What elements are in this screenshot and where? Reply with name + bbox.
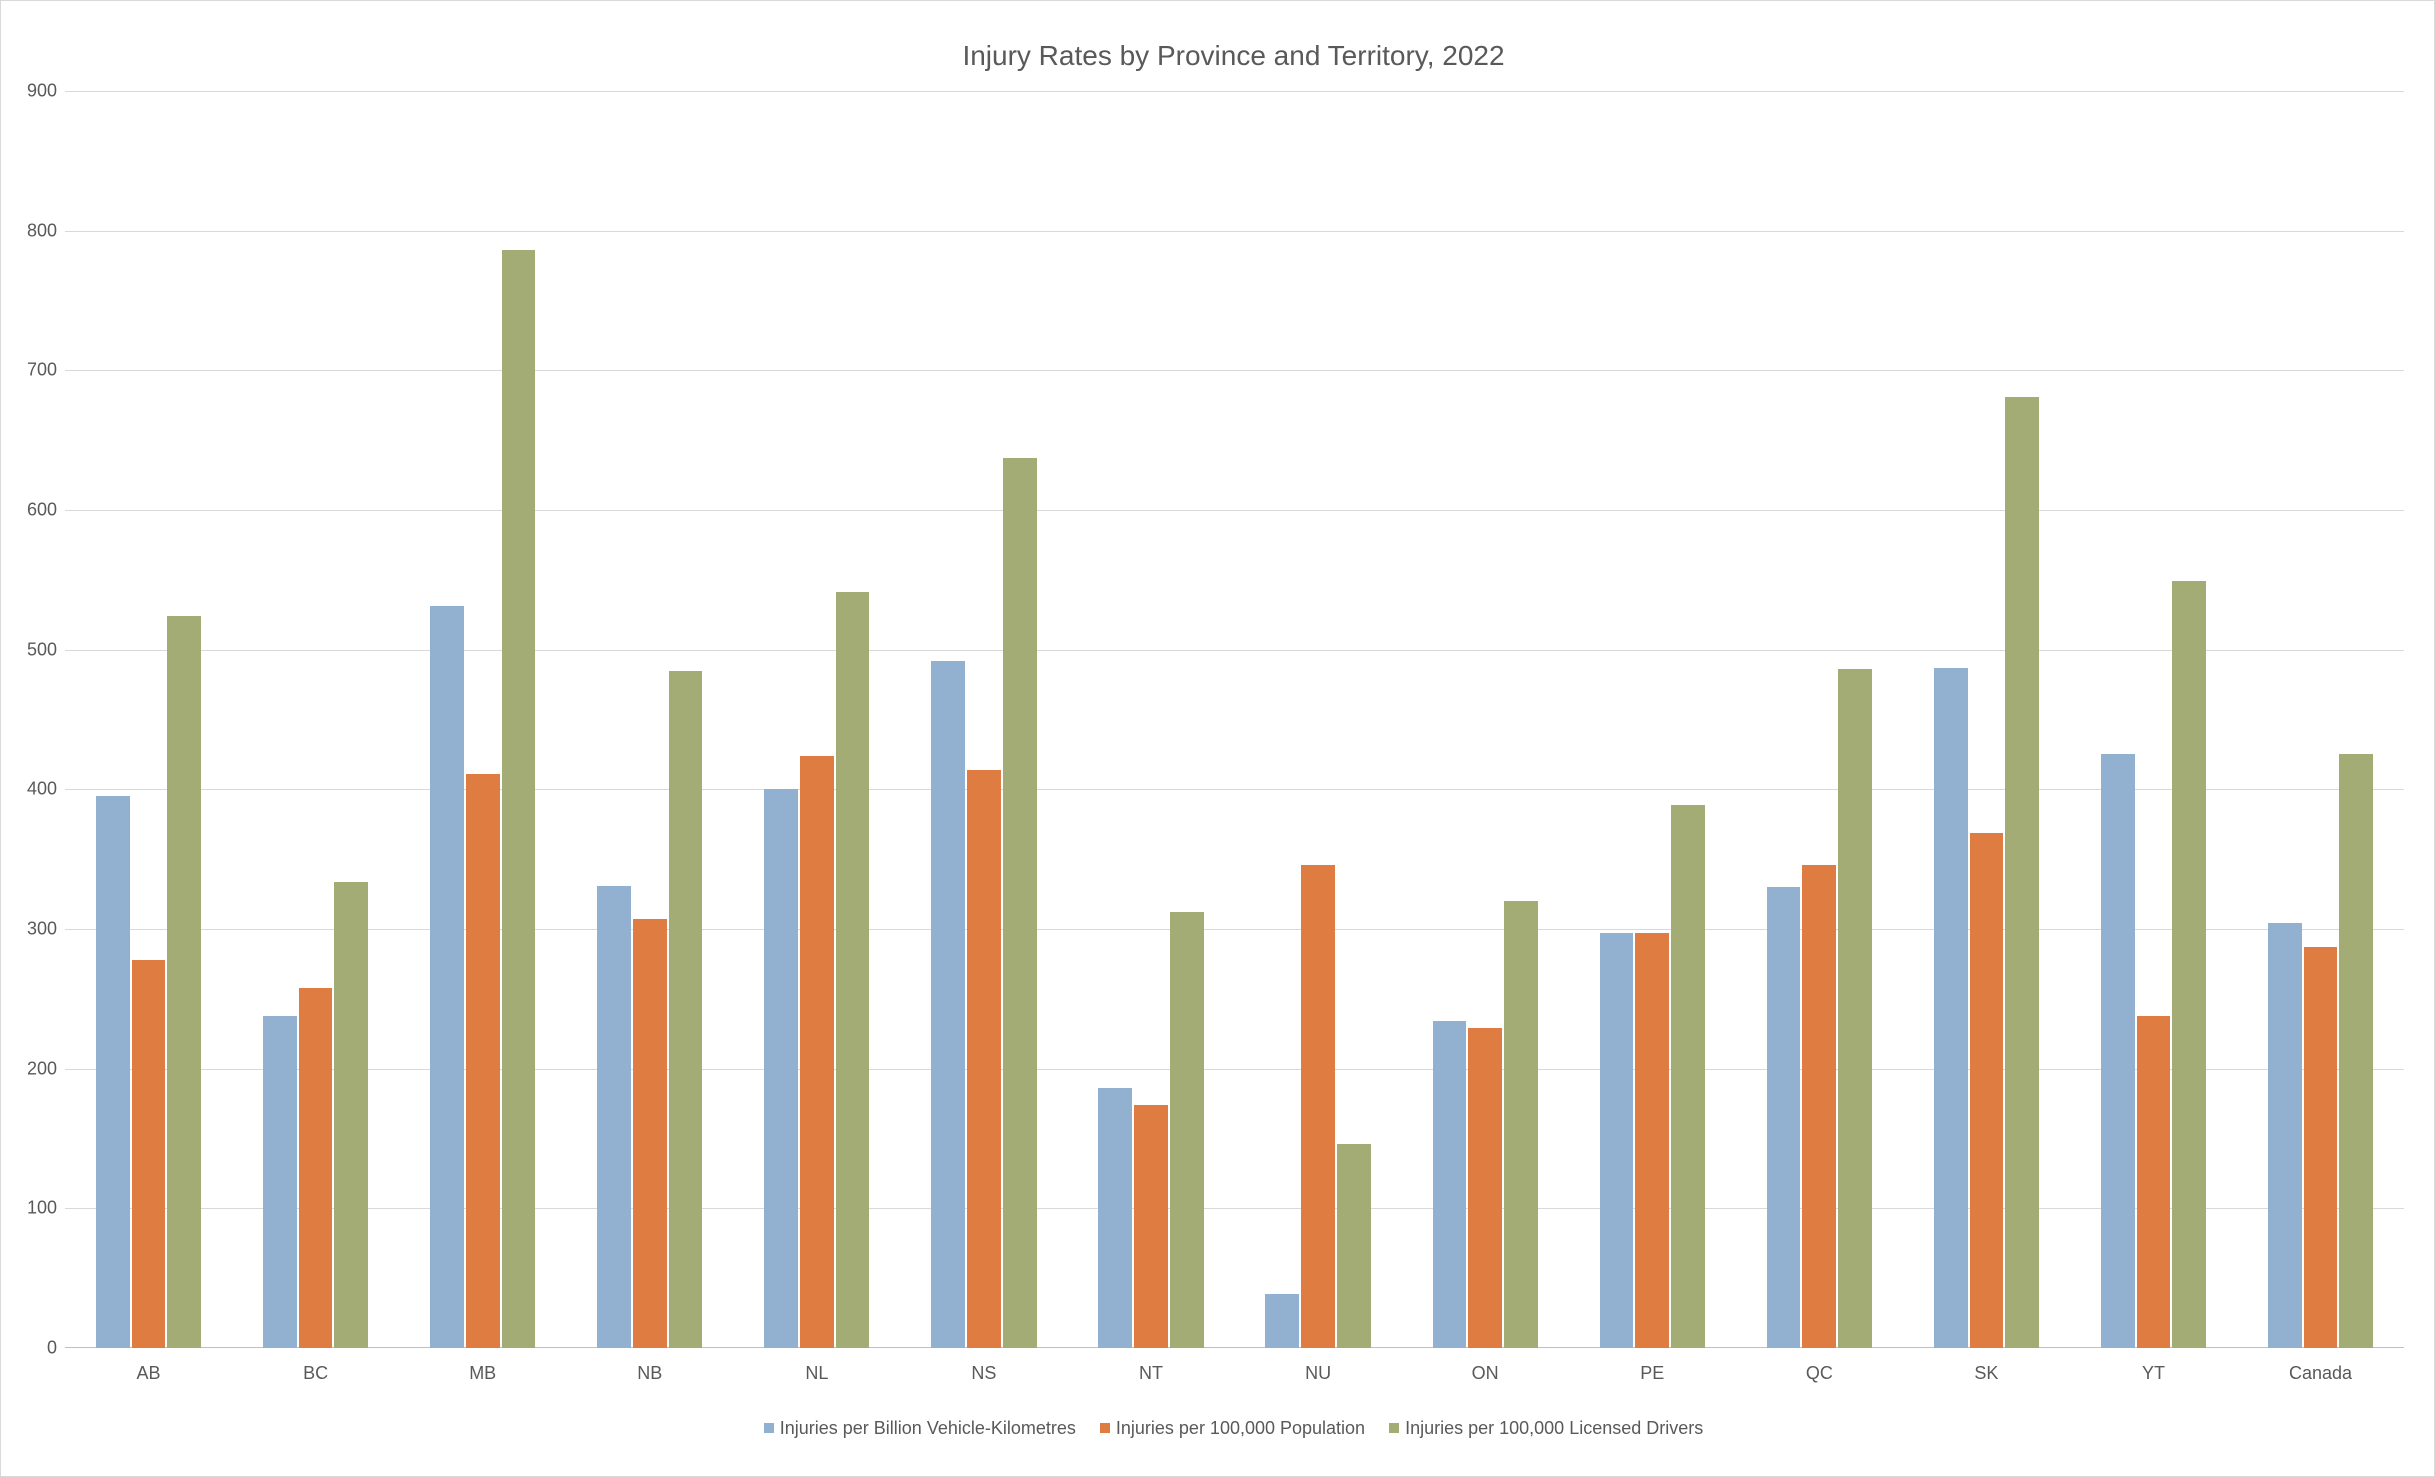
x-tick-label: PE [1569, 1363, 1736, 1384]
bar [334, 882, 368, 1348]
category-group [1569, 91, 1736, 1348]
category-group [1736, 91, 1903, 1348]
bar [1468, 1028, 1502, 1348]
bar [633, 919, 667, 1348]
bar [1433, 1021, 1467, 1348]
x-tick-label: NT [1067, 1363, 1234, 1384]
bar [502, 250, 536, 1348]
category-group [65, 91, 232, 1348]
bar [2304, 947, 2338, 1348]
y-tick-label: 900 [27, 81, 65, 102]
bar [2268, 923, 2302, 1348]
legend-label: Injuries per Billion Vehicle-Kilometres [780, 1418, 1076, 1439]
x-axis-labels: ABBCMBNBNLNSNTNUONPEQCSKYTCanada [65, 1348, 2404, 1398]
bars-layer [65, 91, 2404, 1348]
legend: Injuries per Billion Vehicle-Kilometres I… [65, 1398, 2402, 1458]
category-group [566, 91, 733, 1348]
y-tick-label: 500 [27, 639, 65, 660]
x-tick-label: ON [1402, 1363, 1569, 1384]
bar [1003, 458, 1037, 1348]
category-group [2237, 91, 2404, 1348]
bar [1838, 669, 1872, 1348]
x-tick-label: NB [566, 1363, 733, 1384]
x-tick-label: NL [733, 1363, 900, 1384]
category-group [399, 91, 566, 1348]
bar [2172, 581, 2206, 1348]
y-tick-label: 100 [27, 1198, 65, 1219]
bar [299, 988, 333, 1348]
y-tick-label: 400 [27, 779, 65, 800]
y-tick-label: 700 [27, 360, 65, 381]
bar [1934, 668, 1968, 1348]
y-tick-label: 200 [27, 1058, 65, 1079]
category-group [733, 91, 900, 1348]
legend-label: Injuries per 100,000 Population [1116, 1418, 1365, 1439]
x-tick-label: QC [1736, 1363, 1903, 1384]
bar [132, 960, 166, 1348]
chart-title: Injury Rates by Province and Territory, … [65, 21, 2402, 91]
x-tick-label: Canada [2237, 1363, 2404, 1384]
category-group [232, 91, 399, 1348]
x-tick-label: NS [900, 1363, 1067, 1384]
legend-item: Injuries per 100,000 Population [1100, 1418, 1365, 1439]
bar [2137, 1016, 2171, 1348]
bar [1134, 1105, 1168, 1348]
bar [967, 770, 1001, 1348]
bar [466, 774, 500, 1348]
category-group [1903, 91, 2070, 1348]
category-group [900, 91, 1067, 1348]
bar [1337, 1144, 1371, 1348]
y-tick-label: 300 [27, 919, 65, 940]
x-tick-label: MB [399, 1363, 566, 1384]
category-group [2070, 91, 2237, 1348]
bar [1970, 833, 2004, 1348]
category-group [1235, 91, 1402, 1348]
legend-swatch [1100, 1423, 1110, 1433]
legend-item: Injuries per 100,000 Licensed Drivers [1389, 1418, 1703, 1439]
bar [1767, 887, 1801, 1348]
bar [263, 1016, 297, 1348]
x-tick-label: AB [65, 1363, 232, 1384]
x-tick-label: SK [1903, 1363, 2070, 1384]
y-tick-label: 800 [27, 220, 65, 241]
bar [1504, 901, 1538, 1348]
x-tick-label: NU [1235, 1363, 1402, 1384]
bar [800, 756, 834, 1348]
bar [1265, 1294, 1299, 1348]
bar [669, 671, 703, 1348]
legend-label: Injuries per 100,000 Licensed Drivers [1405, 1418, 1703, 1439]
legend-swatch [764, 1423, 774, 1433]
bar [1170, 912, 1204, 1348]
x-tick-label: YT [2070, 1363, 2237, 1384]
bar [597, 886, 631, 1348]
x-tick-label: BC [232, 1363, 399, 1384]
y-tick-label: 0 [47, 1338, 65, 1359]
bar [836, 592, 870, 1348]
legend-swatch [1389, 1423, 1399, 1433]
y-tick-label: 600 [27, 500, 65, 521]
bar [1635, 933, 1669, 1348]
bar [1098, 1088, 1132, 1348]
bar [1600, 933, 1634, 1348]
bar [2101, 754, 2135, 1348]
bar [1671, 805, 1705, 1348]
bar [764, 789, 798, 1348]
bar [2005, 397, 2039, 1348]
bar [96, 796, 130, 1348]
bar [1301, 865, 1335, 1348]
legend-item: Injuries per Billion Vehicle-Kilometres [764, 1418, 1076, 1439]
category-group [1402, 91, 1569, 1348]
bar [931, 661, 965, 1348]
bar [430, 606, 464, 1348]
bar [1802, 865, 1836, 1348]
category-group [1067, 91, 1234, 1348]
chart-container: Injury Rates by Province and Territory, … [0, 0, 2435, 1477]
bar [2339, 754, 2373, 1348]
plot-area: 0100200300400500600700800900 [65, 91, 2404, 1348]
bar [167, 616, 201, 1348]
